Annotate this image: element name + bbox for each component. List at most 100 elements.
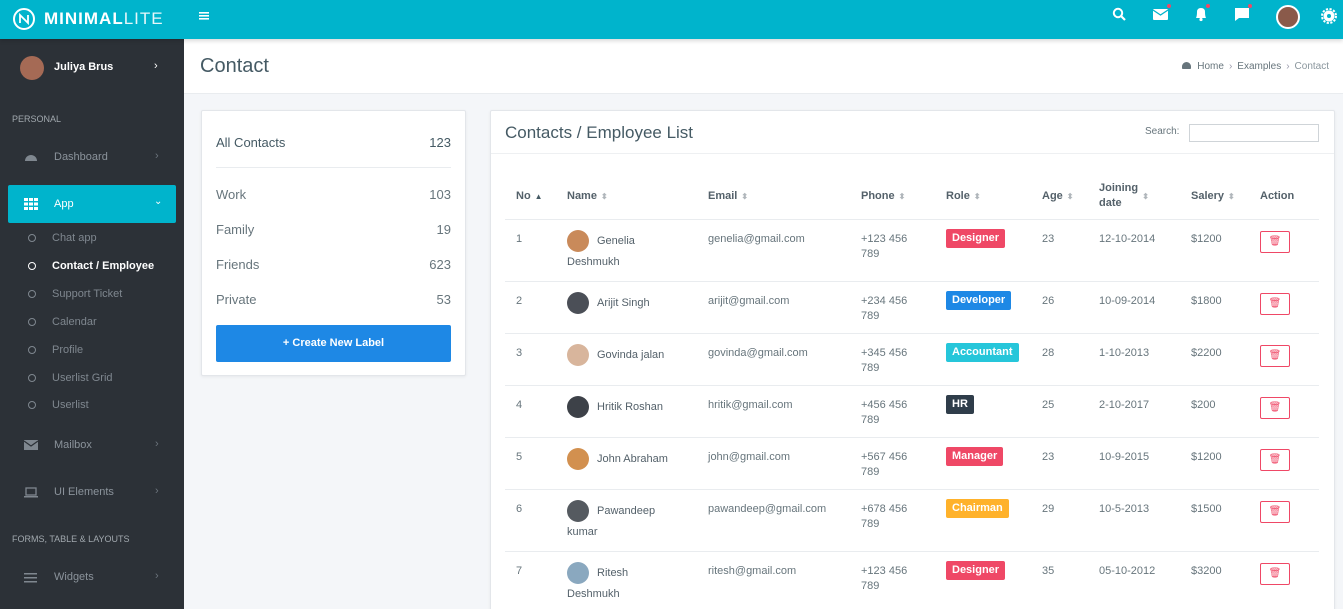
- delete-button[interactable]: 🗑: [1260, 501, 1290, 523]
- header-text: Email: [708, 189, 738, 202]
- column-header[interactable]: Name ⬍: [556, 173, 697, 220]
- contact-name: Arijit Singh: [597, 296, 650, 309]
- label-name[interactable]: Friends: [216, 257, 260, 272]
- cell-action: 🗑: [1249, 333, 1319, 386]
- avatar: [567, 292, 589, 314]
- submenu-bullet: [28, 261, 36, 270]
- column-header[interactable]: No ▲: [505, 173, 556, 220]
- header-text-wrap: Email ⬍: [708, 189, 748, 204]
- label-count: 123: [429, 135, 451, 150]
- sort-icon: ⬍: [898, 191, 906, 201]
- cell-joining: 05-10-2012: [1088, 551, 1180, 609]
- search-input[interactable]: [1189, 124, 1319, 142]
- cell-email[interactable]: genelia@gmail.com: [697, 219, 850, 282]
- cell-phone: +234 456 789: [850, 281, 935, 334]
- cell-salary: $1200: [1180, 437, 1249, 490]
- breadcrumb-item[interactable]: Examples: [1237, 61, 1282, 72]
- cell-no: 1: [505, 219, 556, 282]
- brand[interactable]: MINIMALLITE: [44, 9, 164, 29]
- cell-email[interactable]: govinda@gmail.com: [697, 333, 850, 386]
- create-label-button[interactable]: + Create New Label: [216, 325, 451, 362]
- cell-email[interactable]: hritik@gmail.com: [697, 385, 850, 438]
- breadcrumb: Home › Examples › Contact: [1182, 61, 1329, 72]
- column-header[interactable]: Phone ⬍: [850, 173, 935, 220]
- notification-icon[interactable]: [1193, 3, 1213, 23]
- chevron: ›: [155, 150, 159, 162]
- submenu-bullet: [28, 401, 36, 410]
- breadcrumb-item[interactable]: Home: [1197, 61, 1224, 72]
- delete-button[interactable]: 🗑: [1260, 293, 1290, 315]
- table-row: 7 Ritesh Deshmukh ritesh@gmail.com +123 456…: [505, 551, 1319, 609]
- column-header[interactable]: Age ⬍: [1031, 173, 1088, 220]
- cell-action: 🗑: [1249, 489, 1319, 552]
- cell-email[interactable]: john@gmail.com: [697, 437, 850, 490]
- cell-salary: $1500: [1180, 489, 1249, 552]
- mailbox-icon: [24, 440, 38, 450]
- table-row: 1 Genelia Deshmukh genelia@gmail.com +123 4…: [505, 219, 1319, 282]
- sort-icon: ⬍: [1228, 191, 1235, 201]
- nav-item[interactable]: Dashboard: [54, 151, 108, 163]
- nav-item[interactable]: UI Elements: [54, 486, 114, 498]
- column-header[interactable]: Salery ⬍: [1180, 173, 1249, 220]
- cell-phone: +123 456 789: [850, 219, 935, 282]
- delete-button[interactable]: 🗑: [1260, 449, 1290, 471]
- avatar: [567, 448, 589, 470]
- section-heading: FORMS, TABLE & LAYOUTS: [12, 534, 130, 544]
- divider: [216, 167, 451, 168]
- column-header[interactable]: Action: [1249, 173, 1319, 220]
- nav-item[interactable]: Widgets: [54, 571, 94, 583]
- cell-email[interactable]: arijit@gmail.com: [697, 281, 850, 334]
- submenu-item[interactable]: Contact / Employee: [52, 259, 155, 272]
- phone-text: +123 456 789: [861, 565, 908, 592]
- submenu-item[interactable]: Calendar: [52, 315, 97, 328]
- column-header[interactable]: Email ⬍: [697, 173, 850, 220]
- mail-icon[interactable]: [1152, 3, 1172, 23]
- cell-age: 25: [1031, 385, 1088, 438]
- label-name[interactable]: Family: [216, 222, 255, 237]
- delete-button[interactable]: 🗑: [1260, 231, 1290, 253]
- submenu-bullet: [28, 317, 36, 326]
- submenu-item[interactable]: Support Ticket: [52, 287, 123, 300]
- cell-name: Arijit Singh: [556, 281, 697, 334]
- header-text: No: [516, 189, 531, 202]
- submenu-item[interactable]: Profile: [52, 343, 84, 356]
- table-row: 4 Hritik Roshan hritik@gmail.com +456 456 7…: [505, 385, 1319, 438]
- cell-joining: 12-10-2014: [1088, 219, 1180, 282]
- cell-name: Genelia Deshmukh: [556, 219, 697, 282]
- content-header: Contact Home › Examples › Contact: [184, 39, 1343, 94]
- chat-icon[interactable]: [1234, 3, 1254, 23]
- logo: [13, 8, 35, 30]
- avatar: [567, 230, 589, 252]
- cell-email[interactable]: pawandeep@gmail.com: [697, 489, 850, 552]
- settings-icon[interactable]: [1321, 8, 1337, 24]
- submenu-item[interactable]: Userlist: [52, 399, 89, 412]
- menu-toggle[interactable]: [199, 10, 211, 22]
- cell-email[interactable]: ritesh@gmail.com: [697, 551, 850, 609]
- cell-phone: +567 456 789: [850, 437, 935, 490]
- label-name[interactable]: Work: [216, 187, 247, 202]
- cell-age: 26: [1031, 281, 1088, 334]
- delete-button[interactable]: 🗑: [1260, 345, 1290, 367]
- delete-button[interactable]: 🗑: [1260, 563, 1290, 585]
- label-name[interactable]: All Contacts: [216, 135, 286, 150]
- table-card: Contacts / Employee List Search: No ▲ Name…: [490, 110, 1335, 609]
- submenu-item[interactable]: Userlist Grid: [52, 371, 113, 384]
- header-text-wrap: Role ⬍: [946, 189, 981, 204]
- dashboard-icon: [25, 155, 37, 161]
- column-header[interactable]: Joining date ⬍: [1088, 173, 1180, 220]
- column-header[interactable]: Role ⬍: [935, 173, 1031, 220]
- cell-role: Designer: [935, 551, 1031, 609]
- search-icon[interactable]: [1112, 7, 1128, 23]
- section-heading: PERSONAL: [12, 114, 62, 124]
- cell-action: 🗑: [1249, 385, 1319, 438]
- sidebar-user[interactable]: Juliya Brus: [54, 61, 114, 73]
- submenu-item[interactable]: Chat app: [52, 232, 97, 244]
- nav-item[interactable]: Mailbox: [54, 439, 92, 451]
- label-name[interactable]: Private: [216, 292, 257, 307]
- cell-joining: 10-9-2015: [1088, 437, 1180, 490]
- cell-no: 4: [505, 385, 556, 438]
- cell-phone: +345 456 789: [850, 333, 935, 386]
- sort-icon: ⬍: [1066, 191, 1074, 201]
- delete-button[interactable]: 🗑: [1260, 397, 1290, 419]
- user-avatar[interactable]: [1276, 5, 1300, 29]
